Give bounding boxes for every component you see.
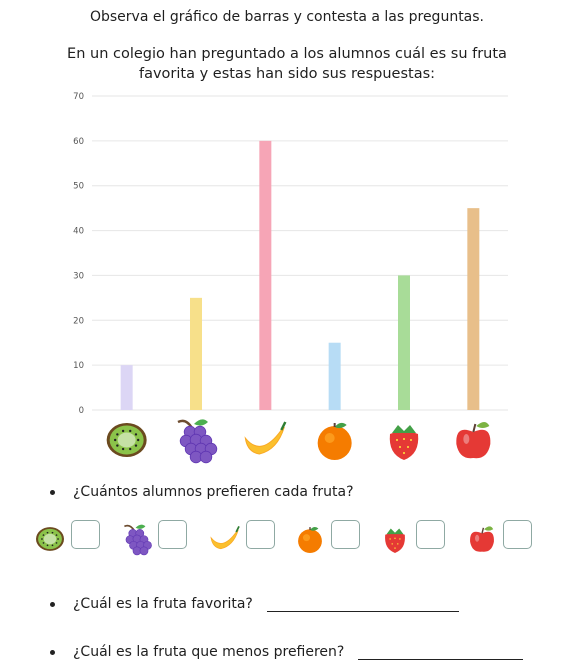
y-tick-label: 60 [73, 137, 84, 147]
orange-icon [317, 422, 352, 460]
grapes-icon [177, 419, 218, 464]
intro-line-2: favorita y estas han sido sus respuestas… [138, 66, 436, 82]
answer-fruit-icon [210, 526, 240, 550]
banana-icon [210, 526, 240, 550]
strawberry-icon [389, 425, 419, 460]
apple-icon [456, 422, 491, 459]
y-tick-label: 40 [73, 227, 84, 237]
answer-fruit-icon [36, 527, 64, 551]
kiwi-icon [106, 423, 147, 457]
answer-row [30, 518, 550, 556]
question-2-text: ¿Cuál es la fruta favorita? [73, 596, 253, 612]
y-tick-label: 30 [73, 271, 84, 281]
answer-box-banana[interactable] [246, 520, 275, 549]
question-1-text: ¿Cuántos alumnos prefieren cada fruta? [73, 484, 354, 500]
strawberry-icon [385, 528, 405, 553]
answer-fruit-icon [298, 527, 322, 553]
bar-apple [467, 208, 480, 410]
y-tick-label: 0 [79, 406, 84, 416]
y-tick-label: 50 [73, 182, 84, 192]
question-3-text: ¿Cuál es la fruta que menos prefieren? [73, 644, 345, 660]
question-2: ¿Cuál es la fruta favorita? [50, 596, 459, 612]
answer-fruit-icon [470, 526, 494, 552]
grapes-icon [124, 524, 152, 556]
bar-chart: 0 10 20 30 40 50 60 70 [73, 92, 508, 464]
apple-icon [470, 526, 494, 552]
question-1: ¿Cuántos alumnos prefieren cada fruta? [50, 484, 354, 500]
bar-orange [328, 342, 341, 410]
bar-grapes [190, 297, 202, 410]
y-tick-label: 20 [73, 316, 84, 326]
kiwi-icon [36, 527, 64, 551]
bullet [50, 601, 55, 607]
orange-icon [298, 527, 322, 553]
y-tick-label: 70 [73, 92, 84, 102]
bullet [50, 649, 55, 655]
banana-icon [244, 421, 287, 455]
bullet [50, 489, 55, 495]
intro-line-1: En un colegio han preguntado a los alumn… [67, 46, 507, 62]
answer-blank-favorite[interactable] [266, 597, 459, 612]
answer-fruit-icon [385, 528, 405, 553]
bar-kiwi [120, 365, 133, 410]
worksheet-title: Observa el gráfico de barras y contesta … [89, 9, 485, 25]
answer-box-grapes[interactable] [158, 520, 187, 549]
bar-strawberry [398, 275, 410, 410]
answer-box-orange[interactable] [331, 520, 360, 549]
answer-box-strawberry[interactable] [416, 520, 445, 549]
answer-box-apple[interactable] [503, 520, 532, 549]
answer-fruit-icon [124, 524, 152, 556]
answer-box-kiwi[interactable] [71, 520, 100, 549]
answer-blank-least[interactable] [358, 645, 524, 660]
question-3: ¿Cuál es la fruta que menos prefieren? [50, 644, 524, 660]
bar-banana [259, 140, 272, 410]
y-tick-label: 10 [73, 361, 84, 371]
